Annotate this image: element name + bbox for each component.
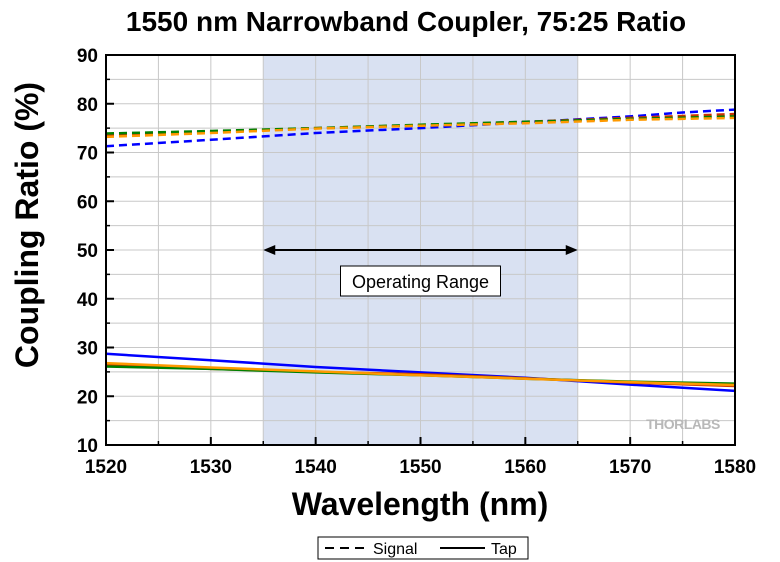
x-tick-label: 1560	[504, 457, 546, 478]
y-tick-label: 60	[77, 192, 98, 213]
legend: Signal Tap	[317, 536, 529, 560]
tap-series-line-7	[105, 361, 736, 387]
y-tick-label: 10	[77, 436, 98, 457]
range-arrow-right-head	[565, 245, 578, 255]
y-tick-label: 80	[77, 95, 98, 116]
y-tick-label: 40	[77, 290, 98, 311]
x-axis-title: Wavelength (nm)	[292, 486, 549, 522]
range-label: Operating Range	[352, 272, 489, 292]
x-tick-label: 1580	[714, 457, 756, 478]
operating-range-annotation: Operating Range	[263, 245, 578, 297]
legend-tap-label: Tap	[491, 541, 517, 558]
x-tick-label: 1540	[295, 457, 337, 478]
legend-box	[317, 536, 529, 560]
tap-series-line-4	[105, 352, 736, 393]
y-tick-label: 50	[77, 241, 98, 262]
x-tick-label: 1570	[609, 457, 651, 478]
signal-series-line-3	[105, 116, 736, 139]
y-axis-title: Coupling Ratio (%)	[9, 82, 45, 368]
chart-title: 1550 nm Narrowband Coupler, 75:25 Ratio	[126, 6, 686, 37]
x-tick-label: 1520	[85, 457, 127, 478]
axes: 1520 1530 1540 1550 1560 1570 1580 10 20 30 40 50 60…	[77, 46, 756, 478]
range-arrow-left-head	[263, 245, 276, 255]
y-tick-label: 90	[77, 46, 98, 67]
signal-series-line-0	[105, 108, 736, 148]
x-tick-label: 1550	[399, 457, 441, 478]
range-label-box	[340, 265, 501, 297]
legend-signal-label: Signal	[373, 541, 417, 558]
y-tick-label: 70	[77, 144, 98, 165]
y-tick-label: 30	[77, 339, 98, 360]
x-tick-label: 1530	[190, 457, 232, 478]
thorlabs-watermark: THORLABS	[646, 416, 720, 432]
y-tick-label: 20	[77, 387, 98, 408]
series-lines	[105, 108, 736, 393]
